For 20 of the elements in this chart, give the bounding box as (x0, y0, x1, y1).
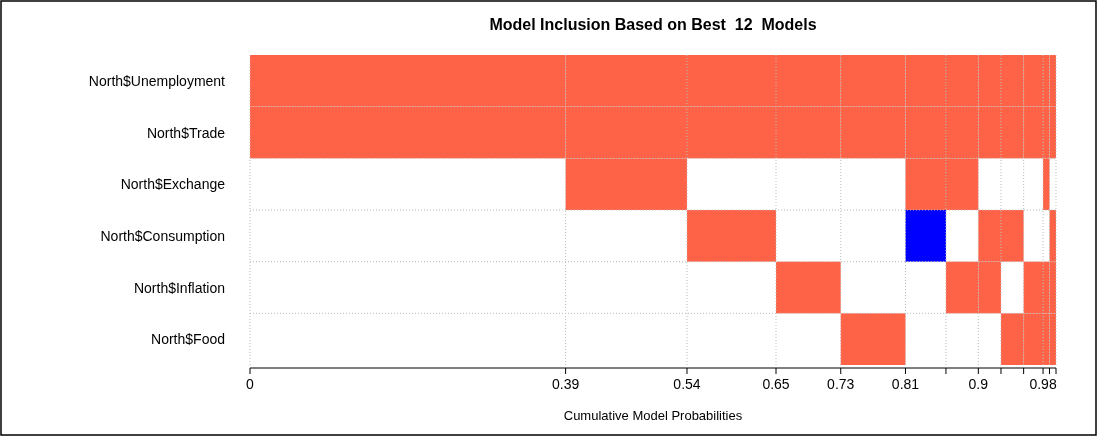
bar (905, 210, 946, 262)
y-tick-label: North$Consumption (100, 227, 225, 244)
chart-title: Model Inclusion Based on Best 12 Models (489, 16, 817, 33)
bar (686, 210, 776, 262)
y-tick-label: North$Trade (146, 124, 226, 141)
x-tick-label: 0.98 (1029, 376, 1057, 392)
x-tick-label: 0.9 (968, 376, 989, 392)
y-tick-label: North$Food (151, 331, 225, 348)
x-tick-label: 0.39 (551, 376, 580, 392)
x-axis-title: Cumulative Model Probabilities (563, 408, 743, 423)
x-tick-label: 0.81 (891, 376, 920, 392)
x-tick-label: 0 (246, 376, 255, 392)
bar (840, 313, 906, 365)
y-tick-label: North$Unemployment (88, 72, 226, 89)
x-tick-label: 0.73 (827, 376, 855, 392)
x-tick-label: 0.65 (762, 376, 790, 392)
bar (776, 261, 841, 314)
x-tick-label: 0.54 (673, 376, 701, 392)
y-tick-label: North$Exchange (120, 176, 226, 193)
y-tick-label: North$Inflation (133, 279, 225, 296)
